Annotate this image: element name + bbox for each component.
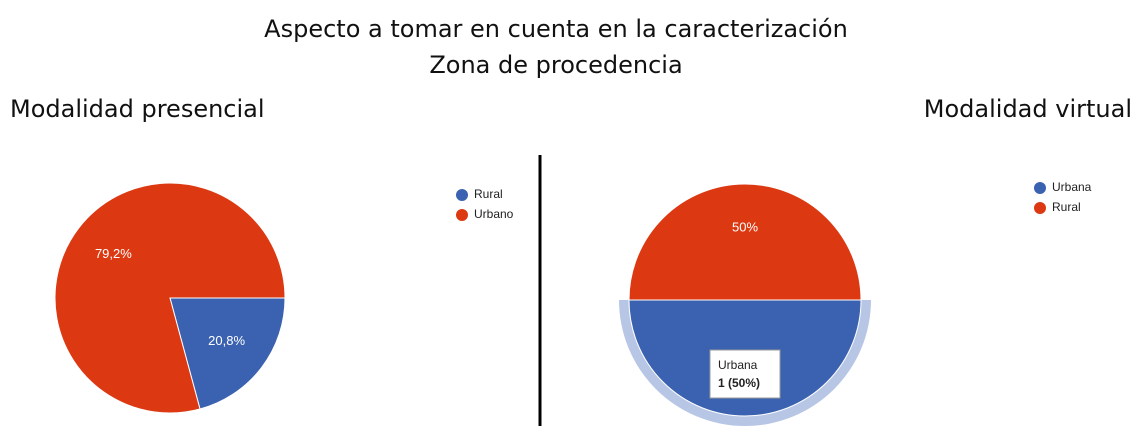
tooltip-label: Urbana [718,358,758,372]
legend-swatch [1034,202,1046,214]
data-label: 50% [732,220,758,235]
legend-label: Rural [1052,200,1081,214]
legend-label: Urbana [1052,180,1092,194]
legend-label: Rural [474,187,503,201]
tooltip-text: 1 (50%) [718,376,760,390]
chart-subtitle: Modalidad presencial [10,95,265,123]
data-label: 20,8% [208,333,245,348]
legend-swatch [1034,182,1046,194]
chart-subtitle: Modalidad virtual [924,95,1132,123]
title: Aspecto a tomar en cuenta en la caracter… [264,15,848,43]
slice [169,297,286,410]
legend-swatch [456,189,468,201]
data-label: 79,2% [95,246,132,261]
tooltip [709,349,781,399]
legend-swatch [456,209,468,221]
slice [628,183,862,301]
legend-label: Urbano [474,207,514,221]
slice [54,182,286,414]
subtitle: Zona de procedencia [429,51,682,79]
